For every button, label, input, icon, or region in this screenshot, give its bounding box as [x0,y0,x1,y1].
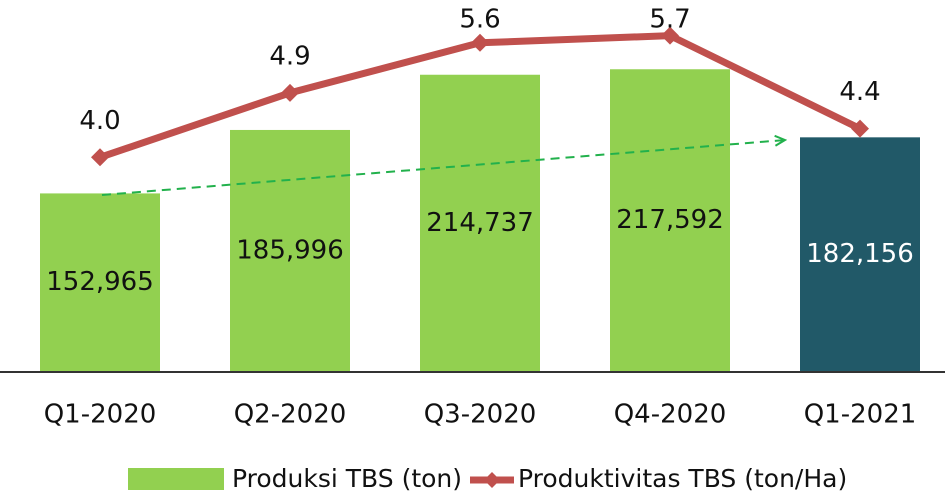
line-marker [661,26,679,45]
x-tick-label: Q2-2020 [234,400,347,430]
line-marker [851,119,869,138]
bar-value-label: 185,996 [236,235,344,265]
legend-swatch-bar [128,468,224,490]
line-value-label: 5.6 [459,5,500,35]
bar [420,74,540,373]
legend-label: Produktivitas TBS (ton/Ha) [518,464,847,493]
legend-marker [484,472,500,488]
bar [40,193,160,372]
bar [230,129,350,372]
line-layer: 4.0 4.9 5.6 5.7 4.4 [79,5,881,167]
x-tick-label: Q1-2020 [44,400,157,430]
x-tick-label: Q3-2020 [424,400,537,430]
bar [610,69,730,372]
bar [800,137,920,372]
legend-label: Produksi TBS (ton) [232,464,462,493]
line-marker [281,83,299,102]
bar-value-label: 217,592 [616,205,724,235]
bar-value-label: 214,737 [426,208,534,238]
bar-layer: 152,965 185,996 214,737 217,592 182,156 [40,69,920,373]
line-value-label: 5.7 [649,5,690,35]
line-value-label: 4.4 [839,77,880,107]
line-value-label: 4.9 [269,41,310,71]
line-value-label: 4.0 [79,106,120,136]
line-marker [471,33,489,52]
bar-value-label: 152,965 [46,267,154,297]
trend-arrow [101,140,785,196]
legend: Produksi TBS (ton) Produktivitas TBS (to… [128,464,847,493]
bar-value-label: 182,156 [806,239,914,269]
line-marker [91,148,109,167]
x-tick-label: Q1-2021 [804,400,917,430]
x-tick-label: Q4-2020 [614,400,727,430]
